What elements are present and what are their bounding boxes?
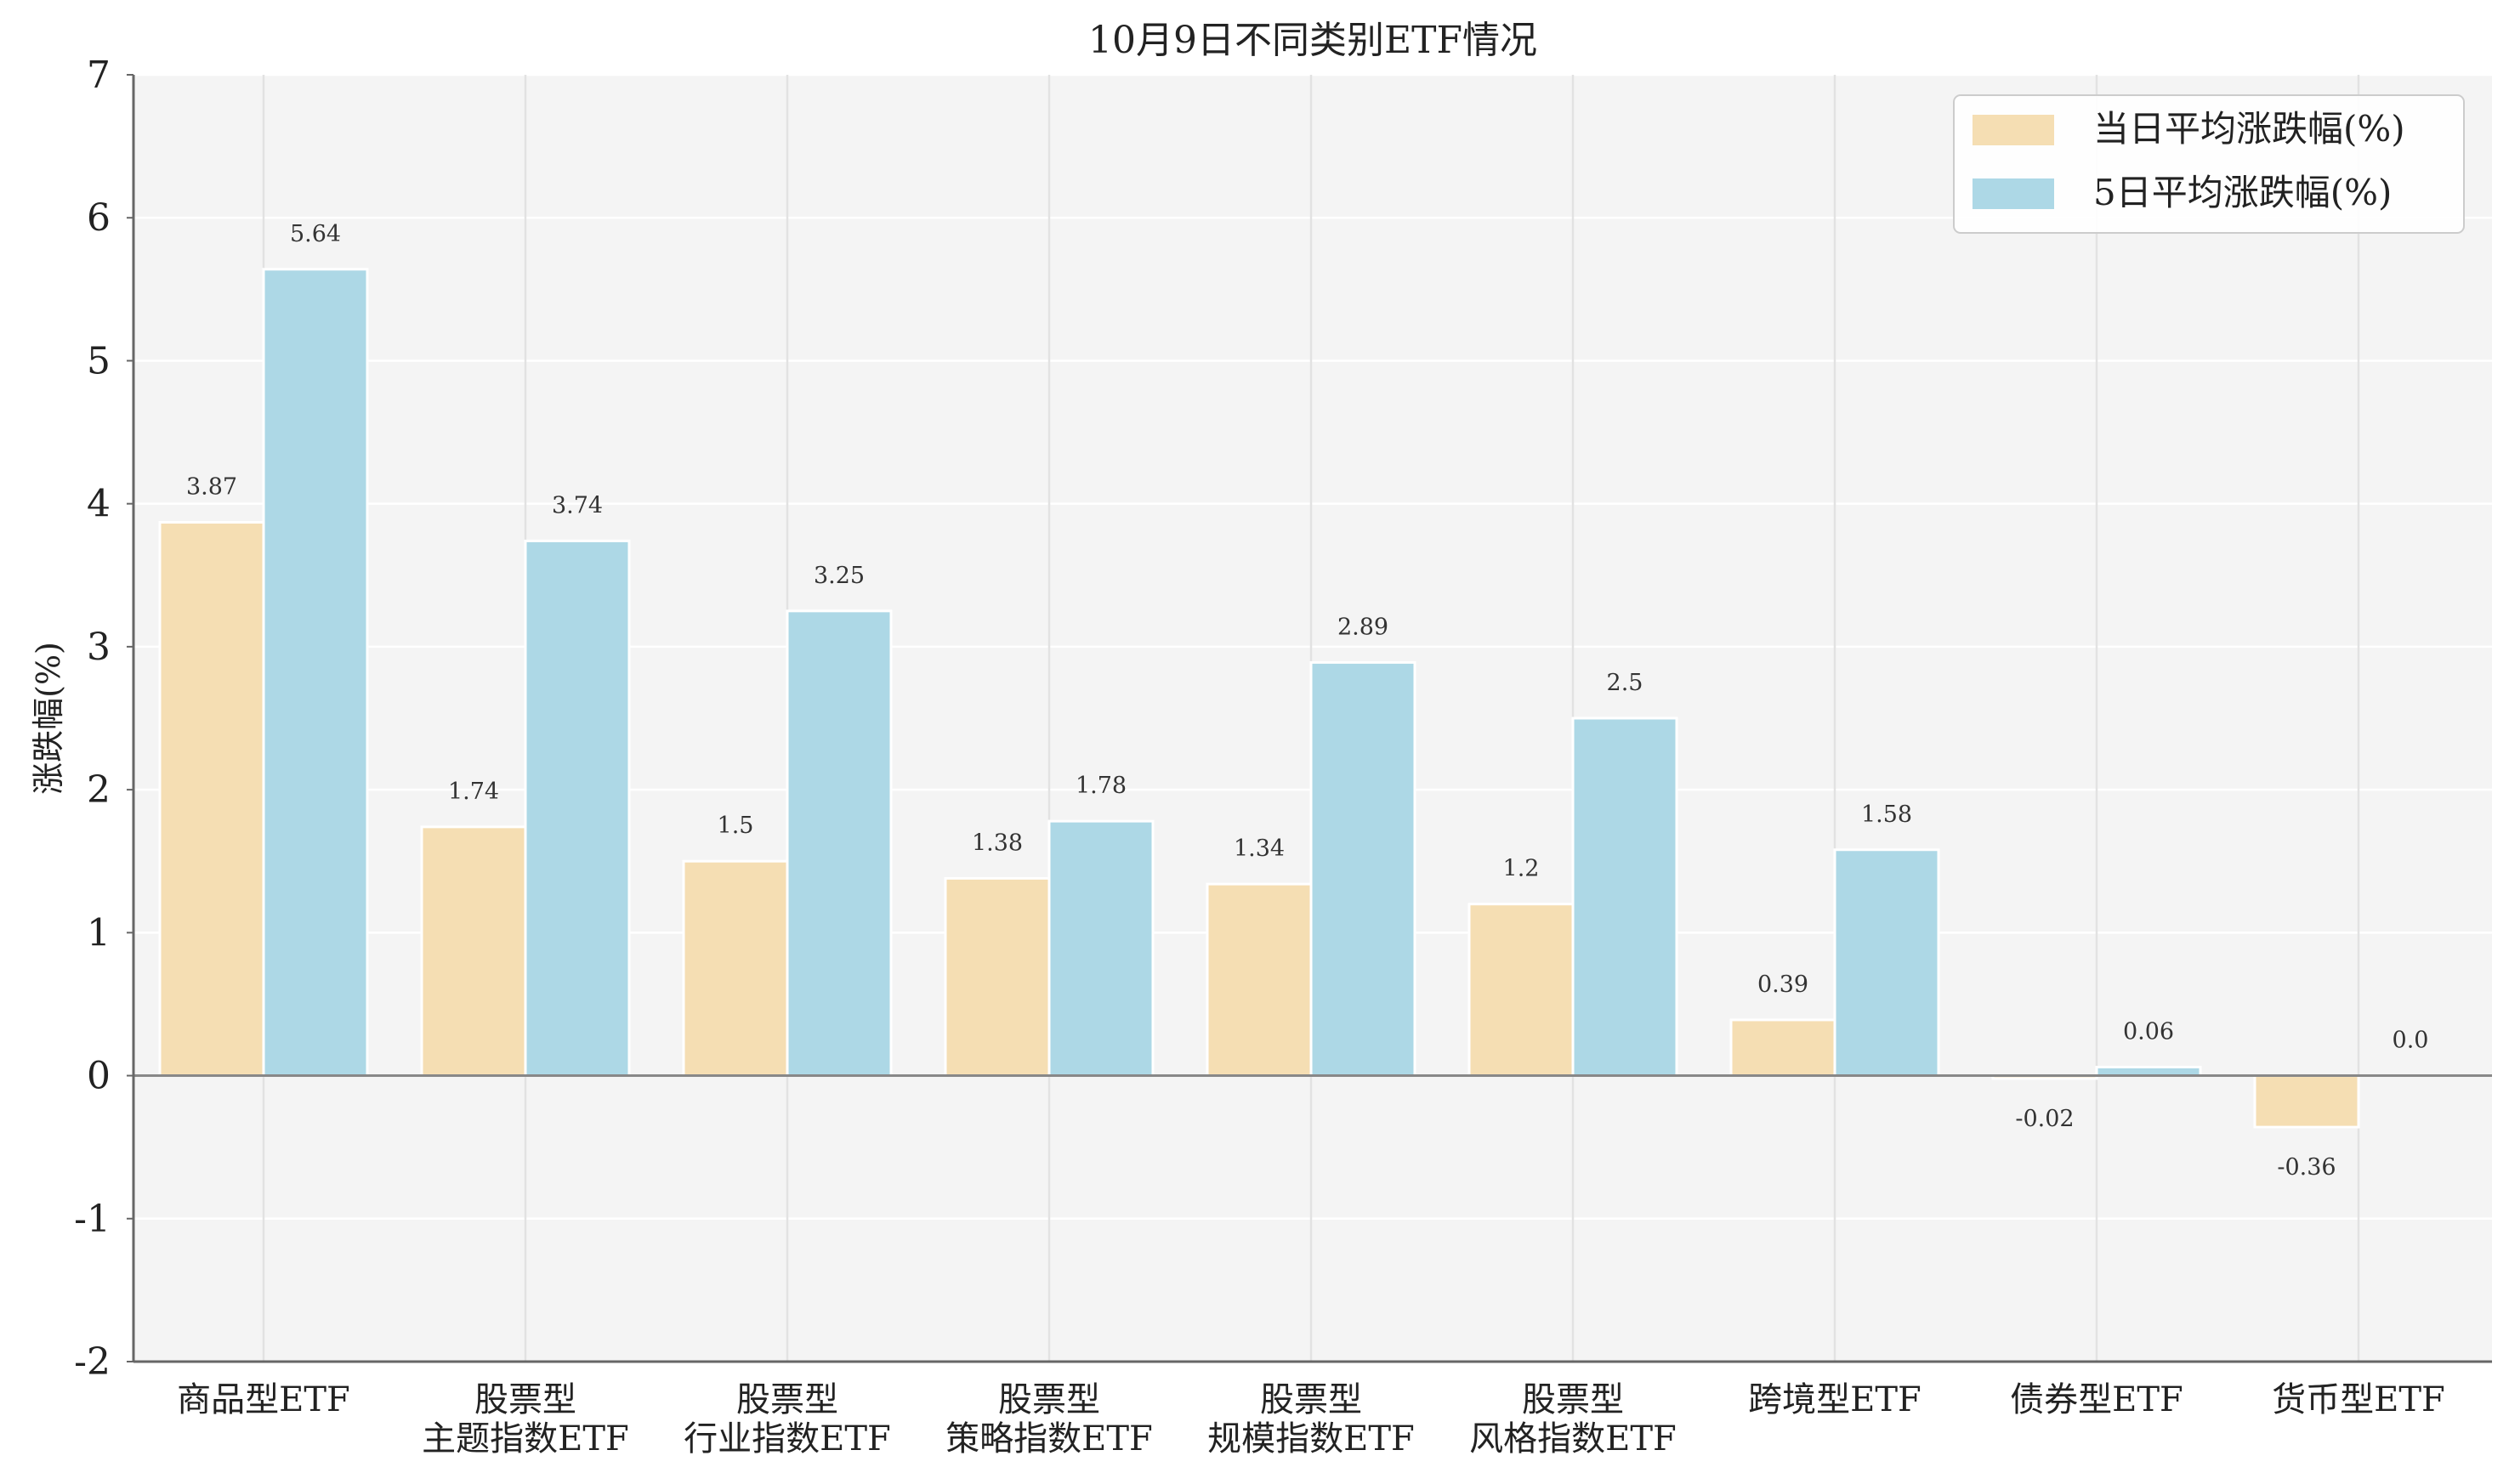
data-label-s1-c7: 0.06	[2123, 1018, 2174, 1045]
x-tick-label-1-0: 股票型	[474, 1380, 576, 1419]
y-tick-label-6: 4	[87, 483, 111, 526]
bar-s0-c6	[1729, 1018, 1836, 1078]
x-tick-labels: 商品型ETF 股票型主题指数ETF股票型行业指数ETF股票型策略指数ETF股票型规…	[177, 1380, 2445, 1459]
data-label-s0-c5: 1.2	[1503, 856, 1540, 882]
x-tick-label-1-1: 主题指数ETF	[422, 1419, 629, 1459]
bar-s1-c4	[1309, 660, 1416, 1078]
data-label-s1-c1: 3.74	[552, 492, 603, 518]
data-label-s0-c0: 3.87	[186, 474, 237, 501]
data-label-s1-c3: 1.78	[1076, 773, 1127, 799]
legend-swatch-daily	[1973, 115, 2054, 145]
x-tick-label-2-1: 行业指数ETF	[684, 1419, 891, 1459]
bars	[158, 268, 2360, 1129]
y-tick-label-9: 7	[87, 54, 111, 97]
bar-s0-c4	[1206, 882, 1313, 1078]
x-tick-label-5-0: 股票型	[1522, 1380, 1624, 1419]
x-tick-label-4-0: 股票型	[1260, 1380, 1362, 1419]
legend-box	[1953, 94, 2465, 234]
bar-s0-c8	[2253, 1074, 2360, 1129]
x-tick-label-8-0: 货币型ETF	[2272, 1380, 2445, 1419]
bar-s0-c3	[944, 876, 1051, 1078]
data-label-s1-c5: 2.5	[1607, 670, 1643, 696]
y-tick-label-7: 5	[87, 339, 111, 382]
data-labels: 3.87 1.74 1.5 1.38 1.34 1.2 0.39 -0.02 -0.36 5.64…	[186, 221, 2429, 1181]
bar-s0-c5	[1467, 903, 1575, 1078]
data-label-s0-c8: -0.36	[2277, 1154, 2336, 1181]
bar-s1-c7	[2095, 1065, 2202, 1078]
y-tick-label-0: -2	[74, 1340, 111, 1384]
bar-s0-c2	[682, 859, 789, 1078]
data-label-s1-c6: 1.58	[1861, 801, 1912, 828]
x-tick-label-2-0: 股票型	[736, 1380, 838, 1419]
data-label-s0-c6: 0.39	[1757, 971, 1808, 998]
legend: 当日平均涨跌幅(%) 5日平均涨跌幅(%)	[1953, 94, 2465, 234]
bar-s0-c1	[420, 825, 527, 1078]
x-tick-label-5-1: 风格指数ETF	[1469, 1419, 1677, 1459]
data-label-s0-c4: 1.34	[1234, 835, 1285, 862]
chart-title: 10月9日不同类别ETF情况	[1088, 19, 1537, 62]
y-axis-label: 涨跌幅(%)	[30, 642, 67, 795]
data-label-s1-c8: 0.0	[2393, 1028, 2429, 1054]
y-tick-labels: -2 -1 0 1 2 3 4 5 6 7	[74, 54, 133, 1384]
legend-label-5day: 5日平均涨跌幅(%)	[2093, 172, 2392, 213]
x-tick-label-3-0: 股票型	[998, 1380, 1100, 1419]
axes	[132, 75, 2492, 1363]
bar-s0-c0	[158, 521, 265, 1078]
data-label-s0-c1: 1.74	[448, 779, 499, 805]
bar-s1-c6	[1833, 848, 1940, 1078]
bar-s1-c0	[262, 268, 369, 1078]
x-tick-label-4-1: 规模指数ETF	[1207, 1419, 1415, 1459]
x-tick-label-0-0: 商品型ETF	[177, 1380, 350, 1419]
y-tick-label-3: 1	[87, 911, 111, 954]
y-tick-label-5: 3	[87, 626, 111, 669]
x-tick-label-6-0: 跨境型ETF	[1748, 1380, 1921, 1419]
y-tick-label-1: -1	[74, 1198, 111, 1241]
y-tick-label-4: 2	[87, 768, 111, 812]
data-label-s0-c7: -0.02	[2015, 1106, 2074, 1132]
data-label-s1-c0: 5.64	[290, 221, 341, 247]
bar-s1-c5	[1571, 717, 1678, 1078]
data-label-s0-c3: 1.38	[972, 830, 1023, 856]
data-label-s1-c2: 3.25	[814, 563, 865, 589]
x-tick-label-3-1: 策略指数ETF	[945, 1419, 1153, 1459]
legend-label-daily: 当日平均涨跌幅(%)	[2093, 108, 2405, 150]
data-label-s1-c4: 2.89	[1337, 614, 1388, 640]
data-label-s0-c2: 1.5	[718, 813, 754, 839]
y-tick-label-2: 0	[87, 1055, 111, 1098]
legend-swatch-5day	[1973, 178, 2054, 209]
y-tick-label-8: 6	[87, 196, 111, 240]
bar-s1-c1	[524, 539, 631, 1078]
x-tick-label-7-0: 债券型ETF	[2010, 1380, 2183, 1419]
bar-s1-c2	[786, 609, 893, 1078]
bar-s1-c3	[1047, 819, 1155, 1078]
